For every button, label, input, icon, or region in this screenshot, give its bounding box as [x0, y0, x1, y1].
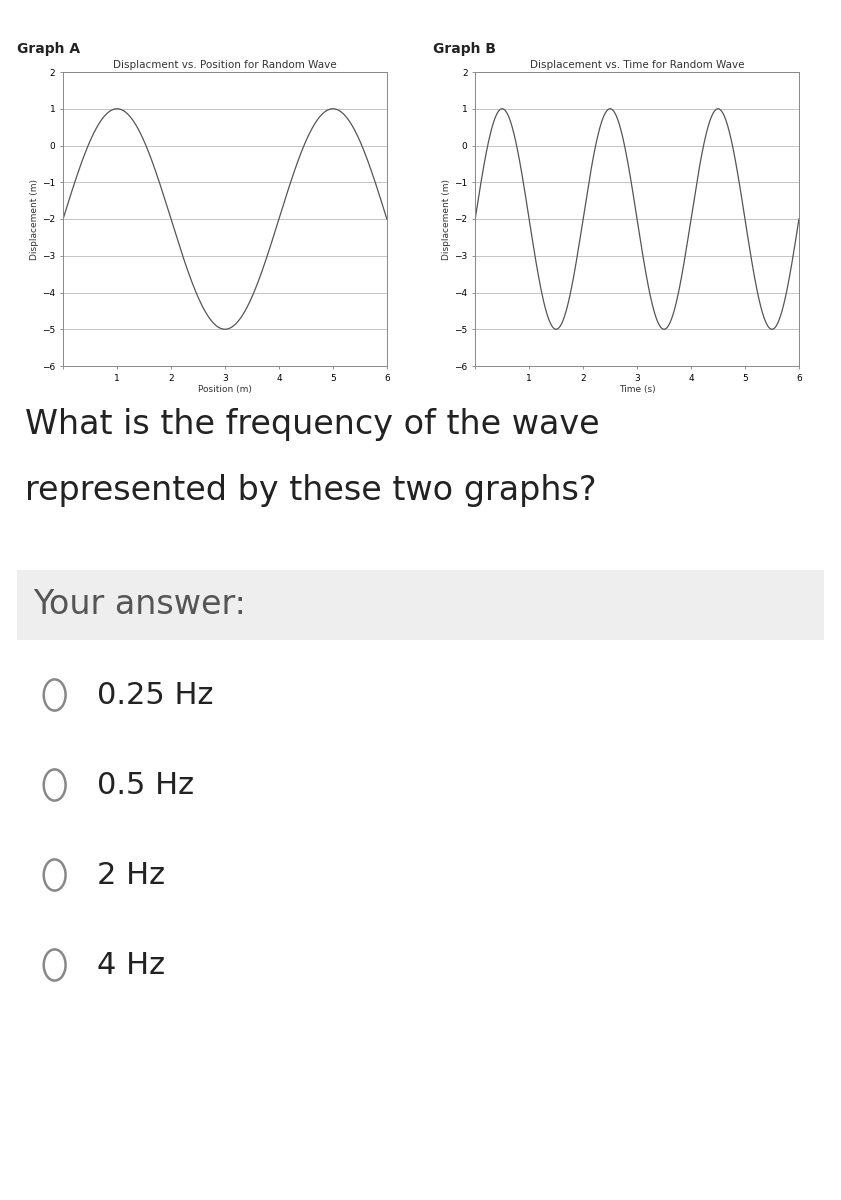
Text: 4 Hz: 4 Hz: [97, 950, 165, 979]
X-axis label: Position (m): Position (m): [198, 385, 252, 395]
Text: 0.5 Hz: 0.5 Hz: [97, 770, 193, 799]
Title: Displacement vs. Time for Random Wave: Displacement vs. Time for Random Wave: [530, 60, 744, 70]
Title: Displacment vs. Position for Random Wave: Displacment vs. Position for Random Wave: [114, 60, 336, 70]
Y-axis label: Displacement (m): Displacement (m): [442, 179, 452, 259]
Text: 0.25 Hz: 0.25 Hz: [97, 680, 213, 709]
Text: What is the frequency of the wave: What is the frequency of the wave: [25, 408, 600, 440]
Y-axis label: Displacement (m): Displacement (m): [30, 179, 40, 259]
Text: Graph B: Graph B: [433, 42, 496, 56]
Text: Your answer:: Your answer:: [33, 588, 246, 622]
Text: represented by these two graphs?: represented by these two graphs?: [25, 474, 597, 506]
Text: Graph A: Graph A: [17, 42, 80, 56]
Text: 2 Hz: 2 Hz: [97, 860, 165, 889]
X-axis label: Time (s): Time (s): [619, 385, 655, 395]
